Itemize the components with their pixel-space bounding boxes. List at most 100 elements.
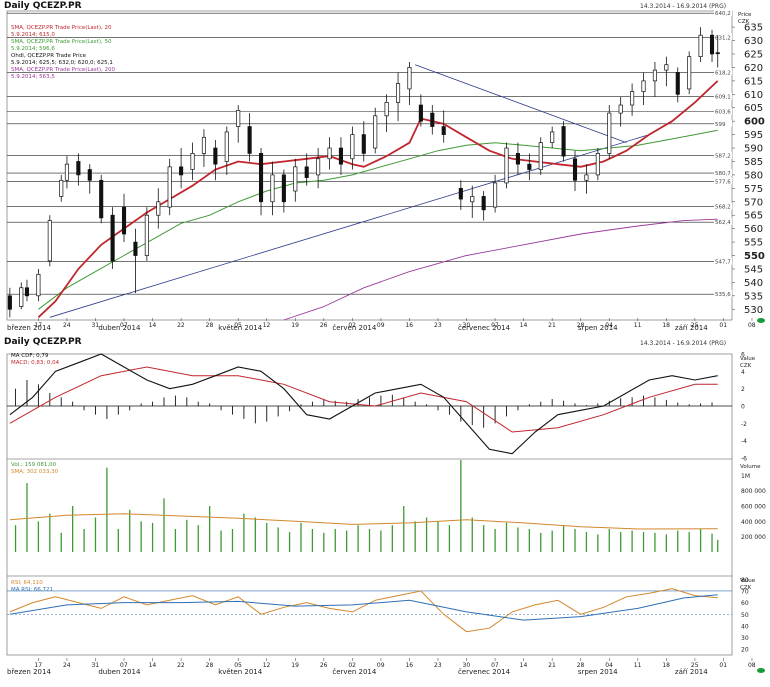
candle-body bbox=[144, 214, 149, 256]
price-axis-tick-label: 565 bbox=[744, 211, 763, 222]
legend-entry: RSI; 64,110 bbox=[11, 580, 43, 586]
trendline-resistance bbox=[415, 64, 627, 144]
candle-body bbox=[258, 153, 264, 203]
price-level-label: 599 bbox=[715, 122, 726, 128]
x-axis-month-label-lower: září 2014 bbox=[675, 668, 708, 676]
candle-body bbox=[504, 147, 509, 184]
candle-body bbox=[630, 91, 635, 106]
legend-entry: 5.9.2014; 615,0 bbox=[11, 32, 55, 38]
legend-entry: 5.9.2014; 563,5 bbox=[11, 74, 55, 80]
level-label-bg bbox=[714, 9, 732, 17]
x-axis-day-label-lower: 11 bbox=[634, 662, 642, 669]
candle-body bbox=[281, 174, 286, 203]
legend-entry: SMA, QCEZP.PR Trade Price(Last), 20 bbox=[11, 25, 112, 31]
macd-axis-tick-label: -2 bbox=[741, 421, 747, 428]
chart-title: Daily QCEZP.PR bbox=[4, 1, 82, 11]
candle-body bbox=[179, 166, 184, 176]
x-axis-day-label-lower: 14 bbox=[520, 662, 528, 669]
candle-body bbox=[641, 80, 646, 92]
legend-entry: Ohdl, QCEZP.PR Trade Price bbox=[11, 53, 87, 59]
level-label-bg bbox=[714, 218, 732, 226]
price-axis-tick-label: 635 bbox=[744, 23, 763, 34]
candle-body bbox=[481, 196, 486, 211]
price-level-label: 631,2 bbox=[715, 35, 731, 41]
candle-body bbox=[327, 147, 332, 160]
x-axis-day-label: 12 bbox=[263, 322, 271, 329]
volume-sma-line bbox=[9, 513, 718, 530]
candle-body bbox=[527, 163, 532, 170]
candle-body bbox=[687, 56, 692, 90]
candle-body bbox=[167, 166, 172, 208]
price-axis-tick-label: 535 bbox=[744, 291, 763, 302]
x-axis-day-label: 02 bbox=[348, 322, 356, 329]
price-axis-tick-label: 560 bbox=[744, 224, 763, 235]
x-axis-day-label-lower: 07 bbox=[491, 662, 499, 669]
candle-body bbox=[304, 166, 309, 178]
x-axis-day-label-lower: 14 bbox=[149, 662, 157, 669]
price-axis-unit: CZK bbox=[738, 19, 750, 25]
rsi-axis-unit: Value bbox=[740, 578, 756, 584]
x-axis-month-label: září 2014 bbox=[675, 324, 708, 332]
candle-body bbox=[384, 102, 389, 117]
candle-body bbox=[361, 134, 366, 154]
level-label-bg bbox=[714, 92, 732, 100]
rsi-axis-unit: CZK bbox=[740, 585, 752, 591]
x-axis-day-label: 23 bbox=[434, 322, 442, 329]
rsi-axis-tick-label: 20 bbox=[741, 647, 749, 654]
price-axis-unit: Price bbox=[738, 12, 752, 18]
x-axis-day-label: 31 bbox=[91, 322, 99, 329]
x-axis-day-label-lower: 30 bbox=[463, 662, 471, 669]
macd-axis-tick-label: 2 bbox=[741, 386, 745, 393]
candle-body bbox=[270, 174, 275, 203]
x-axis-day-label: 21 bbox=[548, 322, 556, 329]
candle-body bbox=[201, 136, 206, 154]
candle-body bbox=[236, 110, 241, 127]
x-axis-day-label: 30 bbox=[463, 322, 471, 329]
legend-entry: SMA, QCEZP.PR Trade Price(Last), 50 bbox=[11, 39, 112, 45]
candle-body bbox=[407, 67, 412, 90]
x-axis-day-label: 24 bbox=[63, 322, 71, 329]
x-axis-month-label-lower: červen 2014 bbox=[332, 668, 377, 676]
x-axis-day-label-lower: 25 bbox=[691, 662, 699, 669]
status-dot-icon[interactable] bbox=[757, 318, 765, 323]
trendline-support bbox=[49, 134, 650, 318]
x-axis-day-label: 08 bbox=[748, 322, 756, 329]
x-axis-day-label-lower: 05 bbox=[234, 662, 242, 669]
price-axis-tick-label: 530 bbox=[744, 305, 763, 316]
x-axis-day-label: 28 bbox=[577, 322, 585, 329]
x-axis-day-label-lower: 17 bbox=[34, 662, 42, 669]
x-axis-day-label-lower: 31 bbox=[91, 662, 99, 669]
price-axis-tick-label: 625 bbox=[744, 49, 763, 60]
price-level-label: 535,6 bbox=[715, 292, 731, 298]
macd-signal-line bbox=[9, 366, 718, 433]
candle-body bbox=[121, 206, 127, 235]
price-axis-tick-label: 610 bbox=[744, 90, 763, 101]
x-axis-month-label: srpen 2014 bbox=[578, 324, 618, 332]
candle-body bbox=[418, 104, 423, 122]
status-dot-icon[interactable] bbox=[757, 668, 765, 673]
price-level-label: 568,2 bbox=[715, 205, 731, 211]
legend-entry: SMA; 302 033,30 bbox=[11, 469, 59, 475]
volume-axis-tick-label: 1M bbox=[741, 473, 750, 480]
price-axis-tick-label: 575 bbox=[744, 184, 763, 195]
rsi-line bbox=[9, 588, 718, 633]
legend-entry: SMA, QCEZP.PR Trade Price(Last), 200 bbox=[11, 67, 115, 73]
candle-body bbox=[458, 187, 463, 200]
candle-body bbox=[618, 104, 623, 114]
x-axis-day-label-lower: 07 bbox=[120, 662, 128, 669]
candle-body bbox=[316, 158, 321, 176]
price-axis-tick-label: 580 bbox=[744, 170, 763, 181]
x-axis-day-label: 05 bbox=[234, 322, 242, 329]
candle-body bbox=[493, 182, 498, 208]
volume-axis-tick-label: 800 000 bbox=[741, 488, 766, 495]
level-label-bg bbox=[714, 202, 732, 210]
x-axis-day-label-lower: 08 bbox=[748, 662, 756, 669]
level-label-bg bbox=[714, 107, 732, 115]
price-axis-tick-label: 620 bbox=[744, 63, 763, 74]
price-axis-tick-label: 545 bbox=[744, 264, 763, 275]
x-axis-day-label: 25 bbox=[691, 322, 699, 329]
price-level-label: 580,7 bbox=[715, 171, 731, 177]
x-axis-day-label: 26 bbox=[320, 322, 328, 329]
